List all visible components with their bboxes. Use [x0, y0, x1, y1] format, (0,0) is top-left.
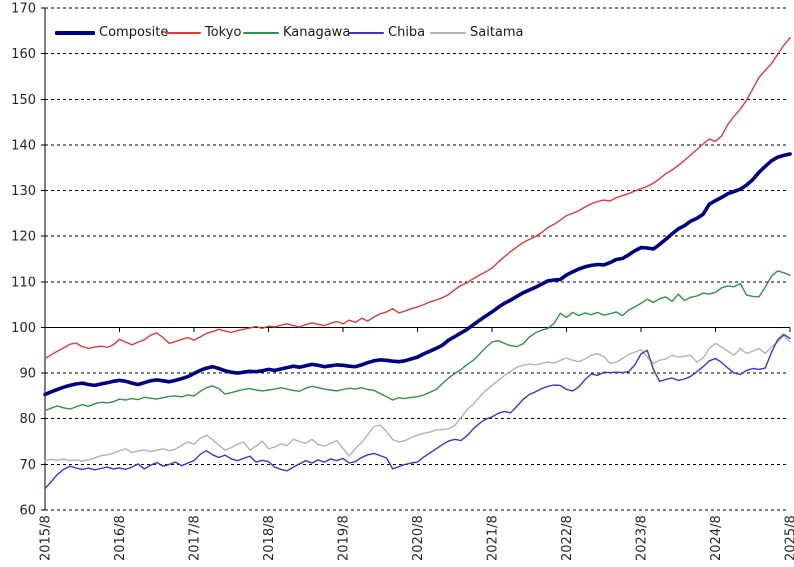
- composite-line-swatch: [55, 31, 95, 35]
- x-axis-label: 2021/8: [486, 515, 501, 561]
- chiba-line-swatch: [348, 32, 384, 34]
- kanagawa-line-swatch: [243, 32, 279, 34]
- x-axis-label: 2024/8: [709, 515, 724, 561]
- x-axis-label: 2016/8: [113, 515, 128, 561]
- y-axis-label: 70: [19, 458, 36, 473]
- series-line-saitama: [44, 335, 791, 462]
- y-axis-label: 110: [11, 275, 36, 290]
- legend-item-chiba: Chiba: [348, 24, 425, 42]
- legend-item-tokyo: Tokyo: [165, 24, 241, 42]
- legend-label: Kanagawa: [283, 25, 351, 40]
- y-axis-label: 90: [19, 367, 36, 382]
- legend-label: Chiba: [388, 25, 426, 40]
- y-axis-label: 160: [11, 47, 36, 62]
- x-axis-label: 2023/8: [635, 515, 650, 561]
- x-axis-label: 2020/8: [411, 515, 426, 561]
- legend-label: Tokyo: [205, 25, 242, 40]
- legend-label: Composite: [99, 25, 169, 40]
- series-line-composite: [43, 152, 792, 397]
- y-axis-label: 150: [11, 93, 36, 108]
- legend-item-saitama: Saitama: [430, 24, 524, 42]
- chart-legend: Composite Tokyo Kanagawa Chiba Saitama: [0, 24, 794, 42]
- x-axis-label: 2022/8: [560, 515, 575, 561]
- tokyo-line-swatch: [165, 32, 201, 34]
- legend-item-composite: Composite: [55, 24, 168, 42]
- legend-label: Saitama: [470, 25, 524, 40]
- y-axis-label: 80: [19, 412, 36, 427]
- x-axis-label: 2025/8: [784, 515, 794, 561]
- y-axis-label: 60: [19, 504, 36, 519]
- x-axis-label: 2018/8: [262, 515, 277, 561]
- series-line-kanagawa: [44, 270, 791, 412]
- y-axis-label: 170: [11, 2, 36, 17]
- y-axis-label: 130: [11, 184, 36, 199]
- series-line-tokyo: [44, 37, 791, 360]
- saitama-line-swatch: [430, 32, 466, 34]
- y-axis-label: 140: [11, 138, 36, 153]
- x-axis-label: 2017/8: [188, 515, 203, 561]
- x-axis-label: 2015/8: [39, 515, 54, 561]
- x-axis-label: 2019/8: [337, 515, 352, 561]
- series-line-chiba: [44, 333, 791, 490]
- legend-item-kanagawa: Kanagawa: [243, 24, 350, 42]
- y-axis-label: 100: [11, 321, 36, 336]
- y-axis-label: 120: [11, 230, 36, 245]
